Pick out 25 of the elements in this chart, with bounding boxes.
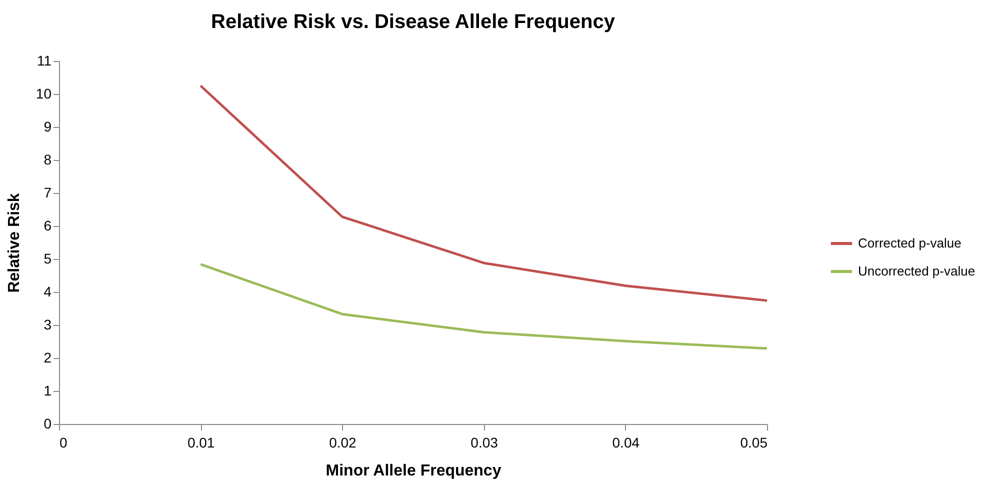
chart-title: Relative Risk vs. Disease Allele Frequency [211, 11, 616, 33]
x-tick-label: 0.04 [612, 434, 640, 450]
y-tick-label: 6 [44, 218, 52, 234]
x-tick-label: 0 [60, 434, 68, 450]
x-tick-label: 0.03 [470, 434, 498, 450]
x-tick-label: 0.05 [740, 434, 768, 450]
x-tick-label: 0.02 [329, 434, 357, 450]
line-series [199, 263, 768, 350]
y-tick-label: 11 [36, 52, 52, 68]
legend-label: Corrected p-value [858, 236, 962, 250]
y-tick-label: 10 [36, 86, 52, 102]
line-series [199, 84, 768, 302]
x-tick-label: 0.01 [187, 434, 215, 450]
y-tick-label: 4 [44, 284, 52, 300]
legend-label: Uncorrected p-value [858, 264, 976, 278]
y-tick-label: 1 [44, 382, 52, 398]
y-tick-label: 3 [44, 316, 52, 332]
y-tick-label: 9 [44, 118, 52, 134]
x-axis-title: Minor Allele Frequency [326, 462, 502, 480]
y-tick-label: 5 [44, 250, 52, 266]
y-tick-label: 7 [44, 184, 52, 200]
y-tick-label: 8 [44, 152, 52, 168]
y-tick-label: 0 [44, 416, 52, 432]
y-tick-label: 2 [44, 350, 52, 366]
y-axis-title: Relative Risk [6, 193, 23, 293]
